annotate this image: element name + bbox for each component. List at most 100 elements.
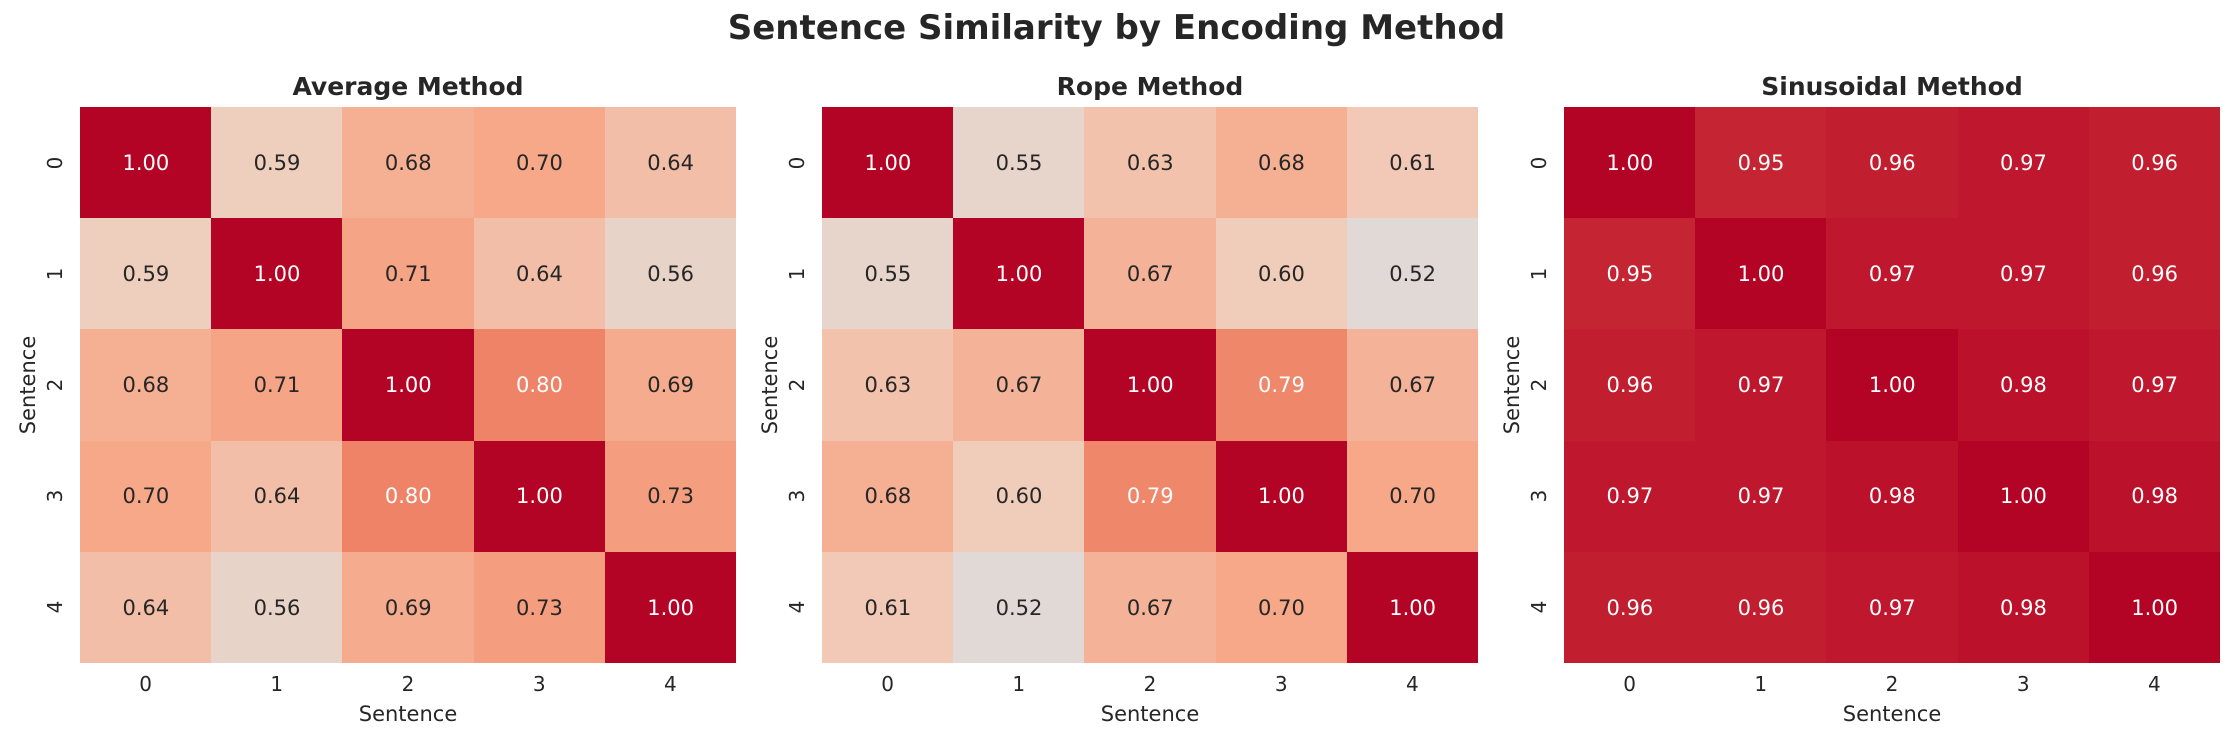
heatmap-cell: 0.69 <box>604 329 737 442</box>
heatmap-cell: 0.60 <box>1215 218 1348 330</box>
y-tick-label: 3 <box>785 489 809 503</box>
y-tick-label: 3 <box>43 489 67 503</box>
heatmap-cell: 0.96 <box>1564 329 1696 442</box>
x-tick-label: 1 <box>270 672 284 696</box>
heatmap-cell: 0.95 <box>1564 218 1696 330</box>
heatmap-cell: 0.80 <box>342 440 475 553</box>
heatmap-cell: 0.98 <box>2088 440 2221 553</box>
heatmap-cell: 0.80 <box>473 329 606 442</box>
x-tick-label: 2 <box>401 672 415 696</box>
heatmap-grid: 1.00 0.55 0.63 0.68 0.61 0.55 1.00 0.67 0.60 0.52… <box>822 107 1479 664</box>
heatmap-cell: 0.96 <box>1564 551 1696 664</box>
y-axis-label: Sentence <box>758 335 782 435</box>
y-axis-label: Sentence <box>1500 335 1524 435</box>
heatmap-grid: 1.00 0.95 0.96 0.97 0.96 0.95 1.00 0.97 0.97 0.96… <box>1564 107 2221 664</box>
heatmap-cell: 0.71 <box>211 329 343 442</box>
heatmap-grid: 1.00 0.59 0.68 0.70 0.64 0.59 1.00 0.71 0.64 0.56… <box>80 107 737 664</box>
heatmap-cell: 0.97 <box>1957 218 2090 330</box>
heatmap-cell: 0.79 <box>1215 329 1348 442</box>
heatmap-cell: 1.00 <box>1084 329 1217 442</box>
x-tick-label: 1 <box>1754 672 1768 696</box>
heatmap-cell: 0.67 <box>1084 218 1217 330</box>
y-axis-label: Sentence <box>16 335 40 435</box>
heatmap-cell: 0.96 <box>2088 107 2221 219</box>
heatmap-cell: 0.96 <box>2088 218 2221 330</box>
heatmap-cell: 0.55 <box>953 107 1085 219</box>
y-tick-label: 0 <box>43 156 67 169</box>
x-tick-label: 4 <box>1406 672 1419 696</box>
x-axis-label: Sentence <box>1100 702 1200 726</box>
x-axis-label: Sentence <box>1842 702 1942 726</box>
y-tick-label: 1 <box>43 267 67 281</box>
x-tick-label: 2 <box>1885 672 1899 696</box>
heatmap-cell: 0.70 <box>1215 551 1348 664</box>
heatmap-cell: 0.96 <box>1826 107 1959 219</box>
panel-title: Sinusoidal Method <box>1761 72 2023 101</box>
heatmap-cell: 0.70 <box>473 107 606 219</box>
heatmap-cell: 0.68 <box>822 440 954 553</box>
y-tick-label: 1 <box>1527 267 1551 281</box>
heatmap-cell: 0.98 <box>1826 440 1959 553</box>
heatmap-cell: 0.95 <box>1695 107 1827 219</box>
heatmap-cell: 0.52 <box>953 551 1085 664</box>
heatmap-cell: 0.67 <box>1346 329 1479 442</box>
heatmap-cell: 1.00 <box>604 551 737 664</box>
heatmap-cell: 0.98 <box>1957 329 2090 442</box>
heatmap-cell: 0.96 <box>1695 551 1827 664</box>
y-tick-label: 1 <box>785 267 809 281</box>
y-tick-label: 3 <box>1527 489 1551 503</box>
heatmap-cell: 1.00 <box>1564 107 1696 219</box>
y-tick-label: 2 <box>43 378 67 392</box>
heatmap-cell: 0.69 <box>342 551 475 664</box>
heatmap-cell: 1.00 <box>2088 551 2221 664</box>
heatmap-cell: 1.00 <box>1346 551 1479 664</box>
heatmap-cell: 0.64 <box>473 218 606 330</box>
y-tick-label: 4 <box>1527 601 1551 614</box>
y-tick-label: 4 <box>43 601 67 614</box>
heatmap-cell: 1.00 <box>953 218 1085 330</box>
heatmap-cell: 0.61 <box>822 551 954 664</box>
y-tick-label: 0 <box>785 156 809 169</box>
heatmap-cell: 0.68 <box>1215 107 1348 219</box>
heatmap-panel-average: Average Method 1.00 0.59 0.68 0.70 0.64 0.59 1… <box>0 0 737 740</box>
heatmap-cell: 0.97 <box>1564 440 1696 553</box>
y-tick-label: 4 <box>785 601 809 614</box>
y-tick-label: 2 <box>785 378 809 392</box>
heatmap-cell: 0.56 <box>604 218 737 330</box>
heatmap-cell: 0.59 <box>80 218 212 330</box>
heatmap-cell: 1.00 <box>473 440 606 553</box>
x-tick-label: 3 <box>532 672 546 696</box>
heatmap-cell: 0.97 <box>1957 107 2090 219</box>
heatmap-cell: 0.64 <box>211 440 343 553</box>
heatmap-cell: 0.97 <box>1826 218 1959 330</box>
heatmap-cell: 0.79 <box>1084 440 1217 553</box>
heatmap-cell: 0.56 <box>211 551 343 664</box>
heatmap-cell: 0.52 <box>1346 218 1479 330</box>
heatmap-cell: 1.00 <box>1695 218 1827 330</box>
heatmap-cell: 0.63 <box>822 329 954 442</box>
heatmap-cell: 0.70 <box>80 440 212 553</box>
heatmap-cell: 1.00 <box>1826 329 1959 442</box>
heatmap-cell: 1.00 <box>342 329 475 442</box>
x-tick-label: 0 <box>1623 672 1636 696</box>
heatmap-cell: 0.97 <box>1695 329 1827 442</box>
heatmap-cell: 0.67 <box>1084 551 1217 664</box>
heatmap-cell: 0.59 <box>211 107 343 219</box>
x-tick-label: 0 <box>139 672 152 696</box>
heatmap-cell: 0.70 <box>1346 440 1479 553</box>
panel-title: Rope Method <box>1056 72 1244 101</box>
heatmap-cell: 0.64 <box>604 107 737 219</box>
panel-title: Average Method <box>292 72 524 101</box>
heatmap-cell: 0.60 <box>953 440 1085 553</box>
x-tick-label: 3 <box>1274 672 1288 696</box>
figure-title: Sentence Similarity by Encoding Method <box>727 8 1506 48</box>
x-tick-label: 4 <box>664 672 677 696</box>
x-tick-label: 4 <box>2148 672 2161 696</box>
y-tick-label: 0 <box>1527 156 1551 169</box>
heatmap-cell: 1.00 <box>822 107 954 219</box>
x-axis-label: Sentence <box>358 702 458 726</box>
heatmap-cell: 0.67 <box>953 329 1085 442</box>
heatmap-cell: 0.97 <box>2088 329 2221 442</box>
heatmap-cell: 1.00 <box>211 218 343 330</box>
heatmap-panel-sinusoidal: Sinusoidal Method 1.00 0.95 0.96 0.97 0.96 0.… <box>1484 0 2221 740</box>
